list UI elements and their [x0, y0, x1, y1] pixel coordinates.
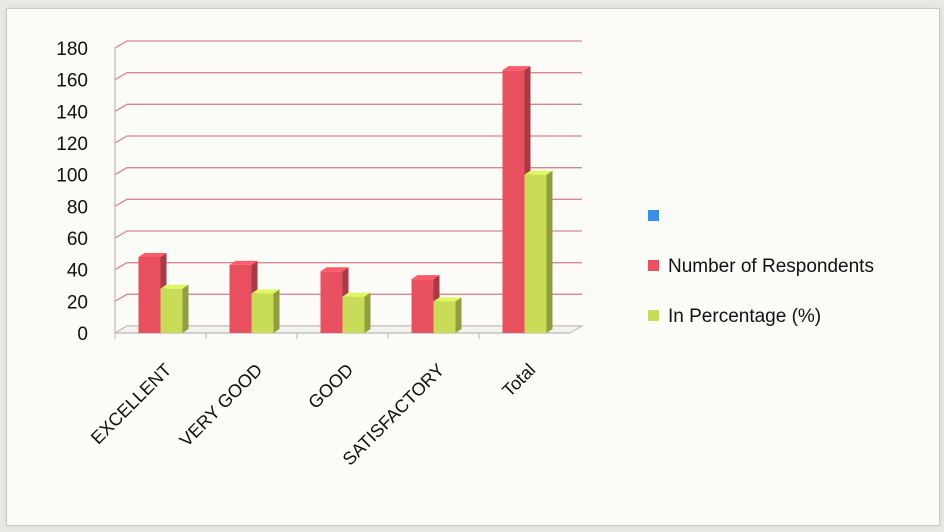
- x-category-label: Total: [498, 360, 539, 401]
- gridline: [114, 40, 582, 49]
- x-category-label: EXCELLENT: [87, 360, 175, 448]
- legend-label: In Percentage (%): [668, 306, 821, 327]
- bar: [229, 260, 258, 333]
- gridline: [114, 198, 582, 207]
- legend-swatch: [648, 260, 659, 271]
- y-tick-label: 0: [77, 324, 88, 345]
- bar: [524, 170, 553, 333]
- y-tick-label: 180: [56, 39, 88, 60]
- x-category-label: GOOD: [304, 360, 357, 413]
- gridline: [114, 167, 582, 176]
- y-tick-label: 80: [67, 197, 88, 218]
- y-tick-label: 100: [56, 166, 88, 187]
- bars: [138, 66, 553, 334]
- y-axis-ticks: 0 20 40 60 80 100 120 140 160 180: [56, 39, 88, 345]
- bar: [342, 292, 371, 333]
- bar: [433, 297, 462, 333]
- y-tick-label: 140: [56, 102, 88, 123]
- y-tick-label: 60: [67, 229, 88, 250]
- y-tick-label: 160: [56, 71, 88, 92]
- legend-swatch: [648, 310, 659, 321]
- gridline: [114, 262, 582, 271]
- x-category-label: VERY GOOD: [176, 360, 267, 451]
- gridline: [114, 230, 582, 239]
- y-tick-label: 40: [67, 261, 88, 282]
- y-tick-label: 20: [67, 292, 88, 313]
- legend-swatch: [648, 210, 659, 221]
- x-category-label: SATISFACTORY: [339, 360, 449, 470]
- y-tick-label: 120: [56, 134, 88, 155]
- legend: Number of Respondents In Percentage (%): [648, 210, 874, 327]
- gridline: [114, 72, 582, 81]
- bar: [160, 284, 189, 333]
- legend-label: Number of Respondents: [668, 256, 874, 277]
- gridline: [114, 103, 582, 112]
- gridline: [114, 135, 582, 144]
- bar: [251, 289, 280, 333]
